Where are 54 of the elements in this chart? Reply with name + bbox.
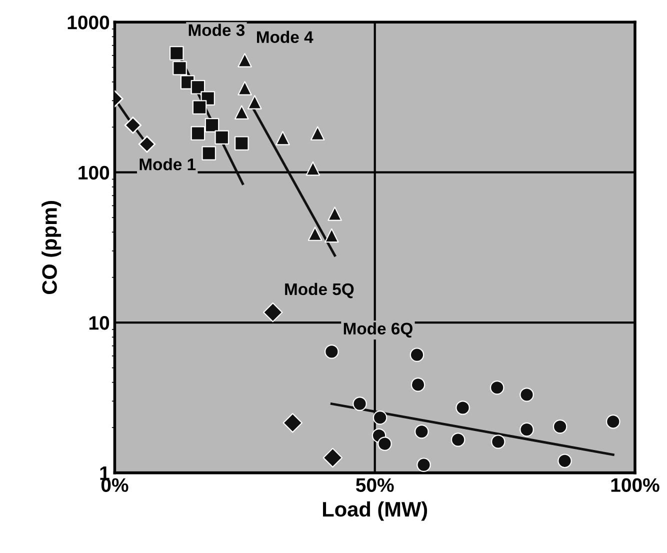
point [248,95,262,110]
point [202,146,216,160]
y-tick-label: 10 [89,316,110,330]
point [308,226,322,241]
point [238,81,252,96]
point [172,60,187,76]
point [192,100,207,114]
point [520,388,534,402]
point [238,53,252,68]
point [450,432,466,447]
point [414,424,429,439]
x-tick-label: 0% [101,478,128,492]
point [378,436,392,451]
x-axis-title: Load (MW) [323,501,428,521]
point [276,130,290,146]
point [606,414,620,429]
point [263,302,283,322]
point [324,228,339,243]
point [410,378,426,392]
point [456,400,470,415]
point [490,380,504,395]
point [558,454,572,468]
y-tick-label: 1000 [68,16,110,30]
point [520,422,534,437]
point [214,130,230,144]
point [410,348,424,362]
point [352,396,367,411]
point [204,118,220,132]
point [234,136,249,150]
x-tick-label: 100% [611,478,660,492]
point [282,413,303,433]
series-label: Mode 3 [188,24,245,36]
point [491,434,506,449]
point [416,458,431,472]
point [552,419,568,434]
series-label: Mode 4 [257,30,314,43]
point [310,126,325,140]
point [322,448,343,468]
y-axis-title: CO (ppm) [42,201,62,294]
point [124,116,142,134]
point [306,161,320,176]
point [372,410,388,425]
point [324,344,339,359]
point [190,126,206,140]
point [328,206,342,221]
point [190,80,206,94]
x-tick-label: 50% [356,478,394,492]
point [138,136,156,153]
point [234,105,249,120]
series-label: Mode 6Q [344,322,412,338]
y-tick-label: 100 [78,166,110,180]
series-label: Mode 1 [140,158,196,170]
point [169,46,184,60]
series-label: Mode 5Q [285,282,354,298]
